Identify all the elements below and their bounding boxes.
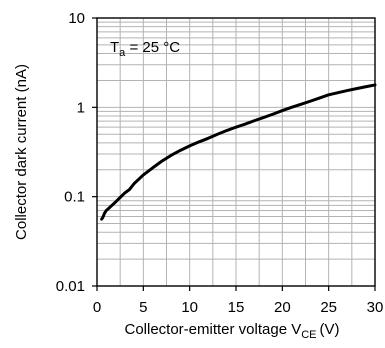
y-axis-label: Collector dark current (nA) bbox=[13, 64, 30, 240]
y-tick-label: 1 bbox=[77, 99, 85, 116]
x-axis-label: Collector-emitter voltage VCE (V) bbox=[124, 321, 339, 341]
annotation-ambient-temperature: Ta = 25 °C bbox=[110, 39, 180, 59]
y-tick-labels: 0.01 0.1 1 10 bbox=[56, 10, 85, 295]
x-tick-labels: 0 5 10 15 20 25 30 bbox=[93, 299, 384, 316]
axis-ticks bbox=[92, 17, 376, 291]
dark-current-series-line bbox=[100, 83, 377, 221]
x-tick-label: 10 bbox=[181, 299, 198, 316]
x-tick-label: 15 bbox=[228, 299, 245, 316]
x-tick-label: 25 bbox=[320, 299, 337, 316]
x-tick-label: 30 bbox=[367, 299, 384, 316]
x-tick-label: 0 bbox=[93, 299, 101, 316]
series-group bbox=[100, 83, 377, 221]
y-tick-label: 0.1 bbox=[64, 189, 85, 206]
x-tick-label: 20 bbox=[274, 299, 291, 316]
y-tick-label: 10 bbox=[68, 10, 85, 27]
y-tick-label: 0.01 bbox=[56, 278, 85, 295]
x-tick-label: 5 bbox=[139, 299, 147, 316]
grid-lines bbox=[97, 18, 375, 286]
